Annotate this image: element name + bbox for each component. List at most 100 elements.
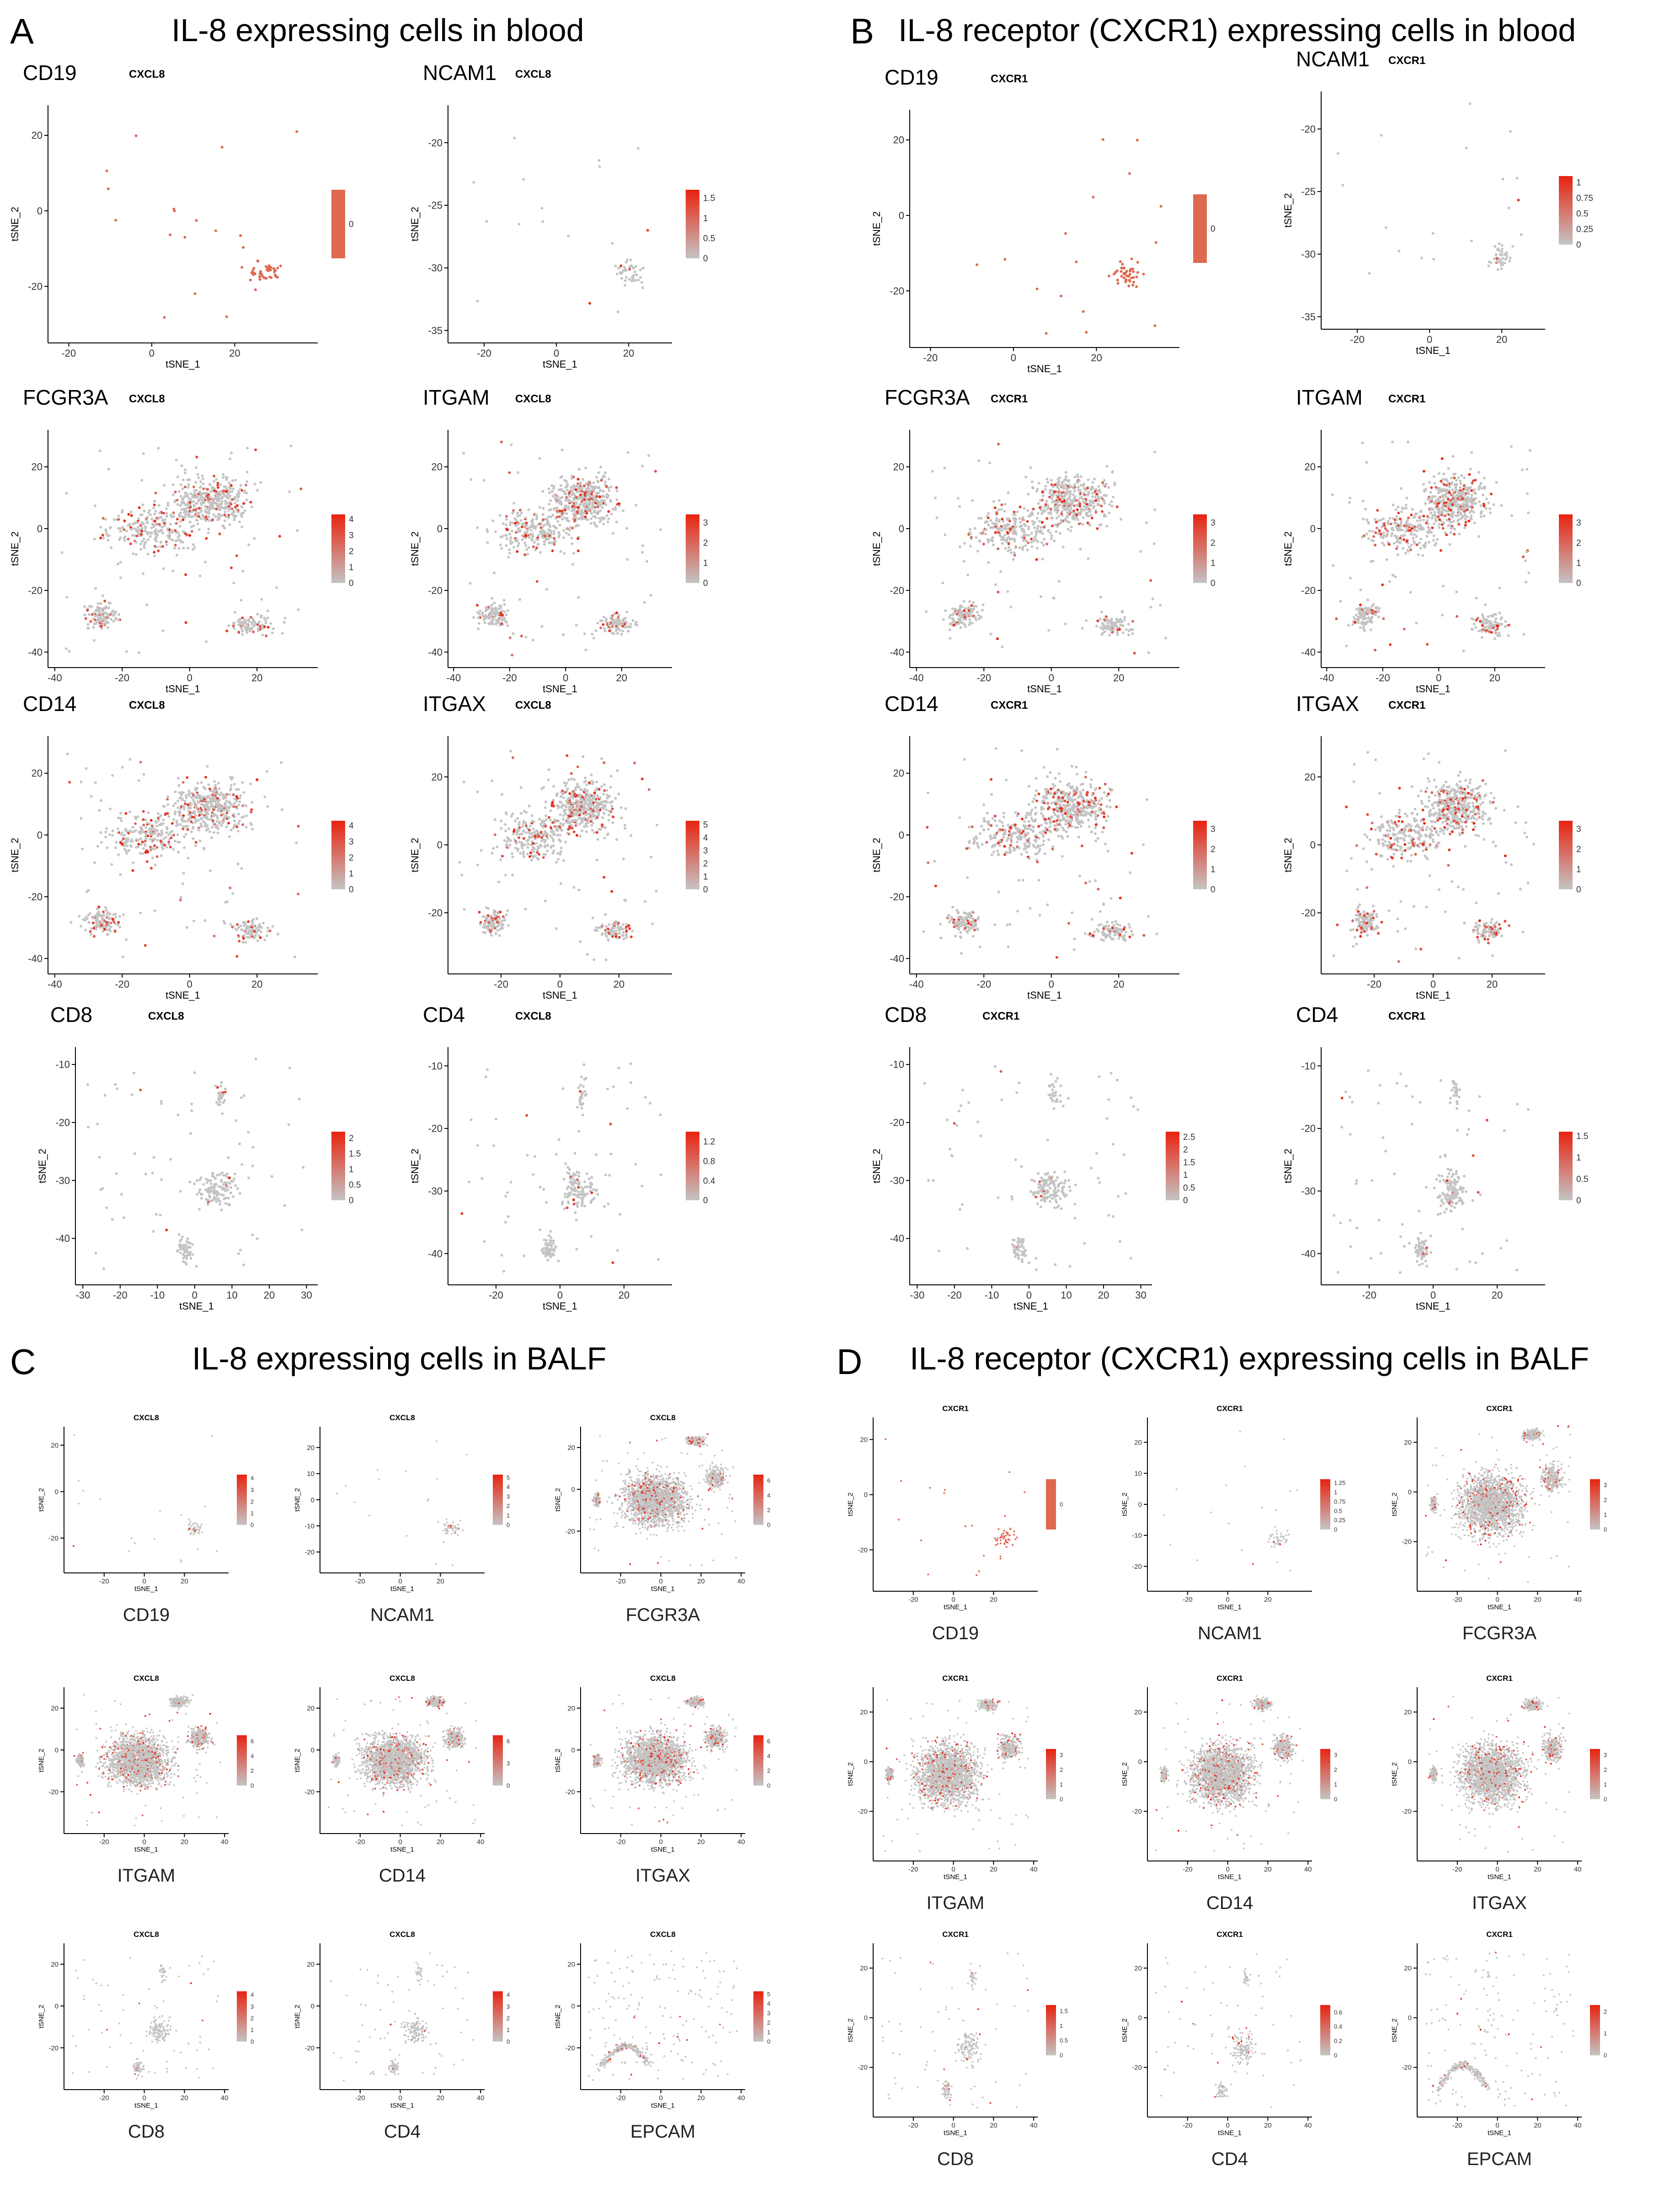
cell-point bbox=[173, 546, 176, 550]
cell-point bbox=[219, 1085, 223, 1088]
cell-point bbox=[156, 812, 160, 815]
cell-point bbox=[1067, 479, 1071, 482]
cell-point bbox=[560, 512, 564, 515]
cell-point bbox=[138, 506, 141, 509]
cell-point bbox=[609, 498, 612, 502]
cell-point bbox=[136, 815, 139, 818]
cell-point bbox=[144, 832, 147, 835]
cell-point bbox=[540, 207, 544, 210]
cell-point bbox=[571, 1183, 575, 1187]
cell-point bbox=[296, 529, 299, 532]
cell-point bbox=[183, 468, 187, 471]
cell-point bbox=[618, 929, 621, 932]
cell-point bbox=[566, 802, 570, 806]
cell-point bbox=[174, 544, 177, 547]
cell-point bbox=[549, 515, 553, 519]
cell-point bbox=[564, 784, 567, 787]
cell-point bbox=[505, 813, 508, 816]
cell-point bbox=[583, 803, 586, 806]
cell-point bbox=[644, 900, 647, 903]
cell-point bbox=[221, 490, 224, 493]
cell-point bbox=[614, 929, 618, 932]
cell-point bbox=[125, 529, 128, 533]
cell-point bbox=[123, 841, 126, 844]
cell-point bbox=[176, 1249, 179, 1252]
cell-point bbox=[511, 511, 514, 514]
cell-point bbox=[160, 823, 163, 826]
cell-point bbox=[183, 846, 186, 849]
cell-point bbox=[267, 626, 270, 629]
cell-point bbox=[219, 483, 222, 486]
cell-point bbox=[214, 502, 218, 505]
cell-point bbox=[187, 856, 190, 860]
cell-point bbox=[288, 490, 291, 493]
cell-point bbox=[120, 833, 123, 836]
cell-point bbox=[528, 832, 532, 835]
cell-point bbox=[550, 836, 554, 840]
cell-point bbox=[575, 1247, 578, 1251]
cell-point bbox=[245, 623, 249, 626]
cell-point bbox=[257, 928, 261, 931]
cell-point bbox=[552, 532, 555, 535]
x-tick-label: 20 bbox=[251, 979, 262, 990]
cell-point bbox=[197, 809, 201, 812]
legend-gradient-bar bbox=[331, 190, 345, 258]
cell-point bbox=[171, 569, 175, 572]
cell-point bbox=[520, 634, 523, 637]
cell-point bbox=[242, 791, 245, 794]
cell-point bbox=[541, 834, 544, 837]
cell-point bbox=[185, 510, 188, 513]
cell-point bbox=[592, 636, 596, 640]
cell-point bbox=[476, 1144, 479, 1147]
cell-point bbox=[527, 508, 530, 511]
cell-point bbox=[150, 532, 153, 535]
cell-point bbox=[204, 561, 207, 564]
cell-point bbox=[112, 620, 115, 623]
cell-point bbox=[592, 781, 595, 784]
cell-point bbox=[631, 619, 635, 622]
cell-point bbox=[217, 1096, 220, 1100]
cell-point bbox=[242, 622, 245, 626]
cell-point bbox=[214, 1182, 218, 1186]
cell-point bbox=[537, 834, 540, 838]
cell-point bbox=[267, 930, 270, 933]
cell-point bbox=[632, 279, 635, 282]
cell-point bbox=[555, 506, 558, 509]
x-axis-label: tSNE_1 bbox=[543, 358, 577, 370]
cell-point bbox=[546, 534, 549, 537]
cell-point bbox=[203, 816, 206, 819]
cell-point bbox=[147, 538, 150, 541]
cell-point bbox=[591, 633, 594, 636]
cell-point bbox=[107, 933, 110, 936]
cell-point bbox=[188, 1246, 192, 1249]
cell-point bbox=[132, 552, 135, 555]
y-tick-label: -35 bbox=[428, 325, 443, 336]
cell-point bbox=[117, 921, 120, 924]
cell-point bbox=[530, 858, 533, 861]
cell-point bbox=[158, 523, 161, 526]
cell-point bbox=[160, 1178, 163, 1182]
cell-point bbox=[559, 853, 562, 856]
panel-title-c: IL-8 expressing cells in BALF bbox=[192, 1341, 607, 1376]
cell-point bbox=[243, 924, 246, 927]
cell-point bbox=[514, 519, 517, 522]
cell-point bbox=[555, 517, 558, 520]
cell-point bbox=[555, 825, 558, 828]
cell-point bbox=[250, 924, 253, 927]
cell-point bbox=[216, 792, 219, 795]
cell-point bbox=[557, 1259, 560, 1262]
cell-point bbox=[113, 930, 117, 933]
cell-point bbox=[639, 268, 642, 272]
cell-point bbox=[264, 619, 267, 622]
x-axis-label: tSNE_1 bbox=[543, 1300, 577, 1312]
cell-point bbox=[60, 551, 64, 554]
cell-point bbox=[622, 931, 625, 934]
cell-point bbox=[165, 507, 168, 510]
y-axis-label: tSNE_2 bbox=[1282, 193, 1294, 228]
cell-point bbox=[210, 1182, 213, 1186]
cell-point bbox=[565, 531, 568, 535]
cell-point bbox=[507, 924, 510, 927]
cell-point bbox=[506, 836, 509, 840]
cell-point bbox=[609, 810, 613, 813]
cell-point bbox=[242, 929, 245, 932]
